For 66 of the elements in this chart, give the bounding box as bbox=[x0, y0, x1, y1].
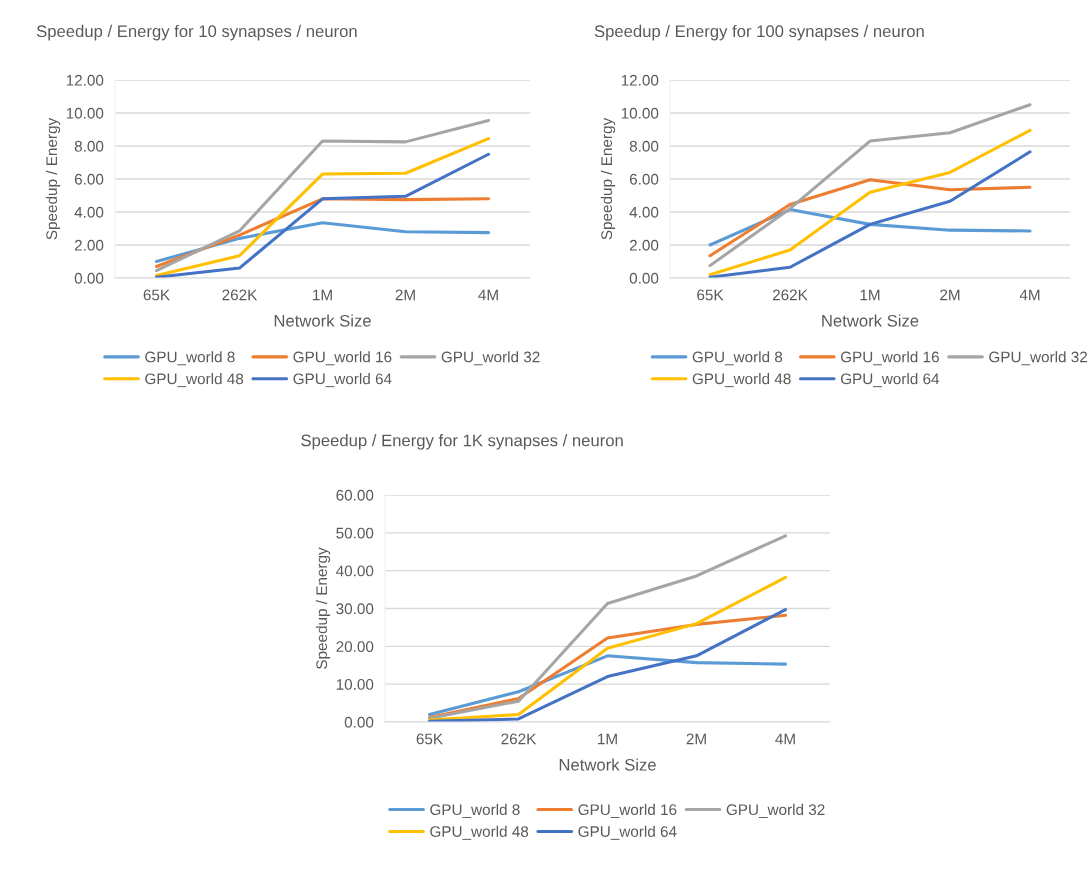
x-tick-label: 1M bbox=[598, 733, 617, 745]
y-axis-title: Speedup / Energy bbox=[600, 117, 616, 240]
line-series bbox=[708, 178, 1032, 258]
x-tick-label: 262K bbox=[501, 733, 537, 745]
x-tick-label: 65K bbox=[697, 289, 724, 301]
x-tick-label: 4M bbox=[478, 289, 498, 301]
legend-label: GPU_world 64 bbox=[840, 373, 940, 388]
x-tick-label: 2M bbox=[940, 289, 960, 301]
x-tick-label: 65K bbox=[416, 733, 443, 745]
y-tick-label: 6.00 bbox=[629, 173, 659, 185]
x-axis-title: Network Size bbox=[274, 314, 371, 327]
y-tick-label: 0.00 bbox=[629, 272, 659, 284]
legend-label: GPU_world 8 bbox=[145, 351, 235, 366]
legend-label: GPU_world 64 bbox=[578, 825, 677, 840]
legend-label: GPU_world 16 bbox=[578, 803, 677, 818]
line-series bbox=[708, 128, 1032, 277]
legend-label: GPU_world 48 bbox=[145, 373, 244, 388]
x-axis-title: Network Size bbox=[822, 314, 919, 327]
legend-label: GPU_world 16 bbox=[293, 351, 392, 366]
x-tick-label: 1M bbox=[313, 289, 332, 301]
y-tick-label: 12.00 bbox=[66, 74, 104, 86]
x-tick-label: 4M bbox=[775, 733, 795, 745]
legend-label: GPU_world 8 bbox=[430, 803, 520, 818]
y-tick-label: 2.00 bbox=[74, 239, 104, 251]
y-tick-label: 8.00 bbox=[629, 140, 659, 152]
legend-label: GPU_world 32 bbox=[989, 351, 1088, 366]
line-series bbox=[427, 575, 788, 722]
y-tick-label: 4.00 bbox=[74, 206, 104, 218]
y-tick-label: 2.00 bbox=[629, 239, 659, 251]
x-axis-title: Network Size bbox=[559, 758, 656, 771]
y-tick-label: 20.00 bbox=[336, 641, 374, 653]
legend-label: GPU_world 32 bbox=[441, 351, 540, 366]
chart-title: Speedup / Energy for 1K synapses / neuron bbox=[301, 434, 623, 450]
x-tick-label: 2M bbox=[395, 289, 415, 301]
x-tick-label: 262K bbox=[772, 289, 808, 301]
chart-title: Speedup / Energy for 100 synapses / neuron bbox=[594, 24, 924, 41]
line-series bbox=[708, 103, 1032, 268]
y-tick-label: 0.00 bbox=[344, 716, 374, 728]
legend-label: GPU_world 16 bbox=[840, 351, 939, 366]
y-tick-label: 0.00 bbox=[74, 272, 104, 284]
y-axis-title: Speedup / Energy bbox=[315, 547, 331, 669]
legend-label: GPU_world 48 bbox=[430, 825, 529, 840]
y-tick-label: 10.00 bbox=[621, 107, 659, 119]
legend-label: GPU_world 32 bbox=[726, 803, 825, 818]
y-tick-label: 10.00 bbox=[336, 679, 374, 690]
y-tick-label: 60.00 bbox=[336, 489, 374, 501]
y-tick-label: 6.00 bbox=[74, 173, 104, 185]
legend-label: GPU_world 64 bbox=[293, 373, 392, 388]
legend-label: GPU_world 48 bbox=[692, 373, 791, 388]
y-tick-label: 30.00 bbox=[336, 603, 374, 615]
x-tick-label: 1M bbox=[860, 289, 880, 301]
y-tick-label: 50.00 bbox=[336, 527, 374, 539]
y-tick-label: 4.00 bbox=[629, 206, 659, 218]
chart-title: Speedup / Energy for 10 synapses / neuron bbox=[36, 24, 357, 41]
y-tick-label: 12.00 bbox=[621, 74, 659, 86]
y-tick-label: 10.00 bbox=[66, 107, 104, 119]
y-tick-label: 40.00 bbox=[336, 565, 374, 577]
line-series bbox=[427, 534, 788, 720]
y-axis-title: Speedup / Energy bbox=[45, 117, 61, 240]
x-tick-label: 262K bbox=[222, 289, 258, 301]
x-tick-label: 65K bbox=[143, 289, 170, 301]
y-tick-label: 8.00 bbox=[74, 140, 104, 152]
line-series bbox=[708, 150, 1032, 278]
x-tick-label: 2M bbox=[686, 733, 706, 745]
legend-label: GPU_world 8 bbox=[692, 351, 783, 366]
x-tick-label: 4M bbox=[1019, 289, 1040, 301]
